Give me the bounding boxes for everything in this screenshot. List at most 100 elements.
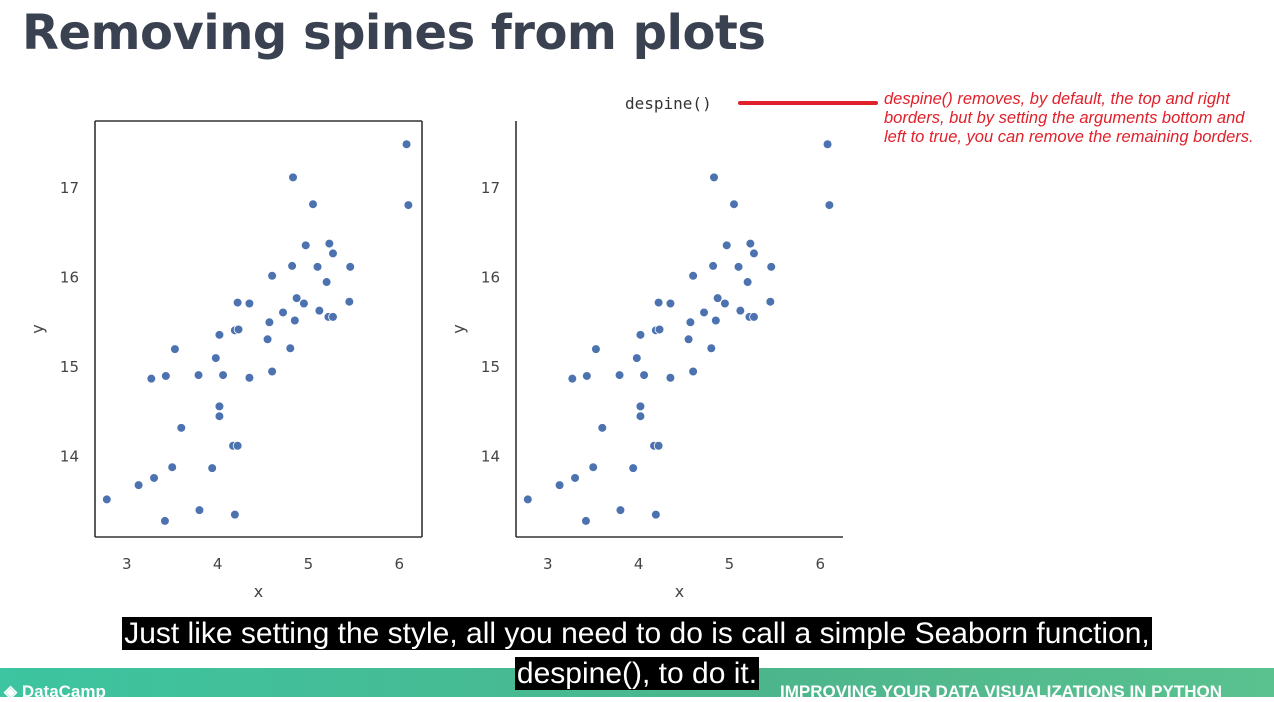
scatter-point: [766, 262, 777, 272]
scatter-point: [214, 401, 225, 412]
scatter-point: [193, 370, 204, 380]
scatter-point: [523, 494, 533, 505]
scatter-point: [146, 373, 157, 384]
x-tick-label: 6: [395, 555, 405, 573]
scatter-point: [708, 261, 718, 271]
scatter-point: [822, 139, 833, 150]
scatter-point: [653, 440, 664, 451]
x-axis-label: x: [254, 582, 263, 601]
scatter-point: [581, 516, 591, 526]
scatter-point: [232, 297, 243, 308]
scatter-point: [632, 353, 642, 363]
scatter-point: [570, 473, 580, 483]
scatter-point: [403, 200, 414, 210]
y-tick-label: 16: [481, 269, 500, 287]
x-tick-label: 6: [816, 555, 826, 573]
despine-code-label: despine(): [625, 94, 712, 113]
scatter-point: [635, 411, 646, 422]
scatter-point: [709, 172, 719, 183]
scatter-point: [288, 172, 298, 183]
scatter-point: [176, 423, 187, 433]
scatter-point: [324, 238, 335, 249]
x-tick-label: 4: [634, 555, 644, 573]
scatter-point: [167, 462, 178, 473]
y-tick-label: 15: [481, 358, 500, 376]
scatter-point: [628, 463, 638, 473]
scatter-point: [308, 199, 318, 210]
scatter-point: [230, 509, 240, 520]
scatter-point: [582, 371, 592, 381]
scatter-point: [264, 317, 275, 328]
y-tick-label: 14: [60, 447, 79, 465]
scatter-chart-despined: 3 4 5 6 14 15 16 17 x y: [449, 121, 843, 601]
course-title: IMPROVING YOUR DATA VISUALIZATIONS IN PY…: [780, 682, 1223, 701]
scatter-point: [262, 334, 273, 345]
datacamp-logo-icon: ◈: [4, 682, 18, 701]
x-axis-label: x: [675, 582, 684, 601]
scatter-point: [615, 505, 626, 515]
scatter-point: [170, 344, 180, 354]
scatter-point: [299, 298, 309, 309]
scatter-point: [211, 353, 221, 363]
scatter-point: [133, 480, 144, 490]
scatter-point: [328, 312, 338, 322]
scatter-point: [745, 238, 756, 249]
scatter-point: [160, 516, 170, 526]
scatter-point: [742, 277, 753, 287]
scatter-point: [290, 315, 300, 326]
scatter-point: [345, 262, 356, 272]
y-tick-label: 14: [481, 447, 500, 465]
scatter-point: [824, 200, 835, 210]
scatter-point: [207, 463, 217, 473]
despine-note: despine() removes, by default, the top a…: [884, 90, 1254, 146]
scatter-point: [567, 373, 578, 384]
scatter-point: [665, 298, 676, 309]
x-tick-label: 3: [122, 555, 132, 573]
y-axis-label: y: [28, 324, 47, 333]
scatter-point: [688, 366, 698, 377]
scatter-point: [218, 370, 228, 380]
scatter-point: [401, 139, 412, 150]
brand-name: DataCamp: [21, 682, 106, 701]
scatter-point: [267, 270, 277, 281]
scatter-point: [588, 462, 599, 473]
scatter-point: [665, 372, 676, 383]
scatter-point: [285, 343, 296, 354]
scatter-point: [688, 270, 698, 281]
scatter-point: [733, 262, 744, 272]
scatter-point: [765, 296, 776, 307]
slide-title: Removing spines from plots: [22, 5, 766, 61]
scatter-point: [278, 307, 288, 318]
scatter-point: [244, 298, 255, 309]
x-tick-label: 5: [304, 555, 314, 573]
scatter-point: [639, 370, 649, 380]
scatter-point: [635, 401, 646, 412]
scatter-point: [706, 343, 717, 354]
scatter-point: [654, 324, 665, 335]
scatter-point: [312, 262, 323, 272]
scatter-point: [287, 261, 297, 271]
scatter-point: [749, 248, 759, 259]
scatter-point: [591, 344, 601, 354]
scatter-point: [314, 305, 325, 316]
scatter-point: [321, 277, 332, 287]
scatter-point: [749, 312, 759, 322]
scatter-point: [635, 330, 646, 340]
subtitle-caption: Just like setting the style, all you nee…: [0, 614, 1274, 694]
scatter-point: [685, 317, 696, 328]
scatter-point: [344, 296, 355, 307]
scatter-point: [711, 315, 721, 326]
x-tick-label: 3: [543, 555, 553, 573]
scatter-point: [194, 505, 205, 515]
scatter-point: [161, 371, 171, 381]
scatter-point: [683, 334, 694, 345]
scatter-point: [614, 370, 625, 380]
scatter-point: [735, 305, 746, 316]
scatter-point: [721, 240, 732, 251]
scatter-point: [651, 509, 661, 520]
caption-line-1: Just like setting the style, all you nee…: [122, 617, 1152, 650]
scatter-chart-with-spines: 3 4 5 6 14 15 16 17 x y: [28, 120, 423, 601]
datacamp-logo: ◈ DataCamp: [4, 682, 106, 702]
scatter-point: [214, 411, 225, 422]
